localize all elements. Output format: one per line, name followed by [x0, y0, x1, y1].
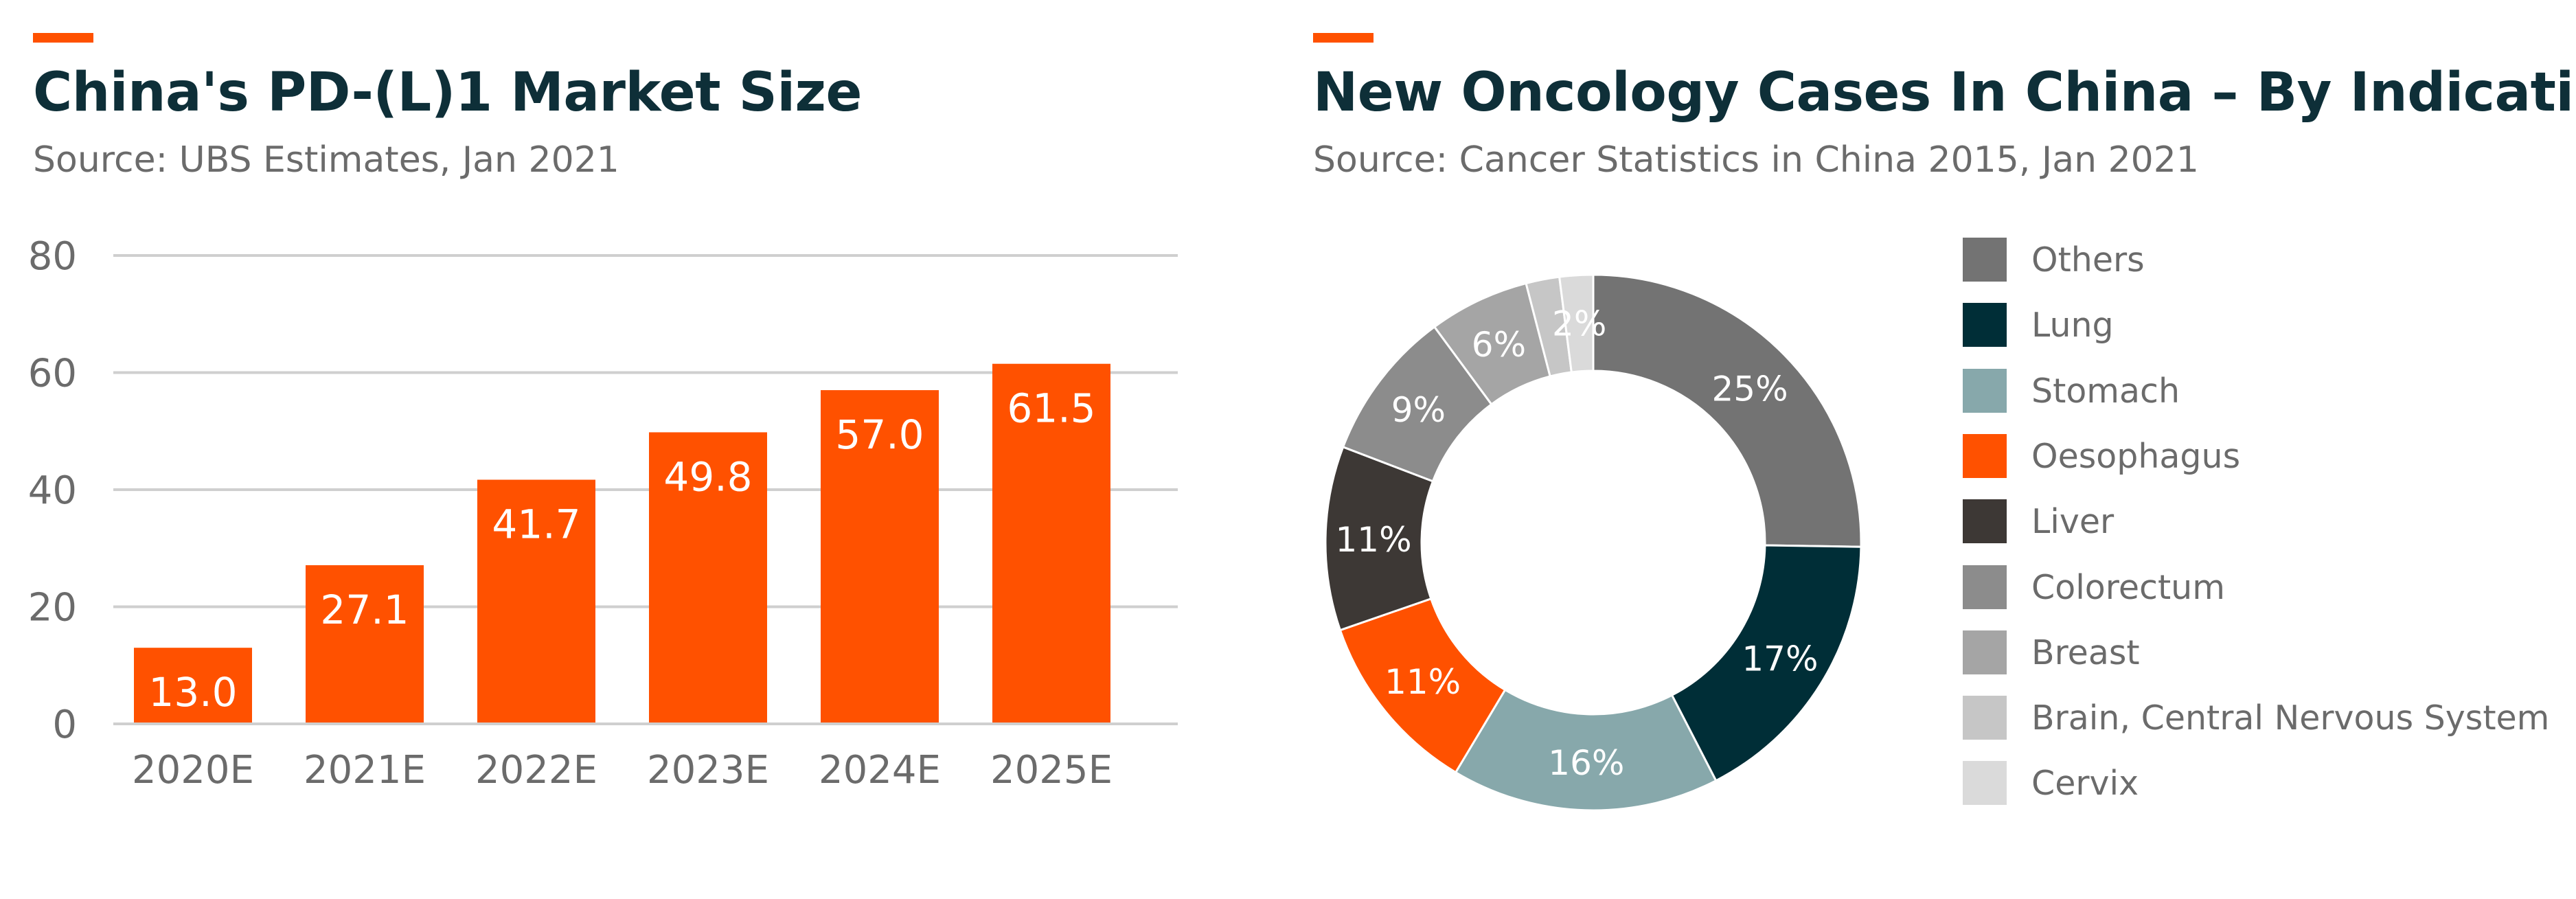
bar-value-label: 27.1 — [320, 587, 409, 633]
legend-item: Liver — [1963, 499, 2567, 544]
x-tick-label: 2025E — [990, 748, 1113, 793]
legend-item: Breast — [1963, 630, 2567, 674]
y-tick-label: 20 — [28, 586, 77, 630]
legend-swatch — [1963, 761, 2007, 806]
x-tick-label: 2022E — [475, 748, 597, 793]
bar-chart: 0 20 40 60 80 13.0 2020E 27.1 2021E 41.7 2022E 49.8… — [28, 234, 1178, 793]
legend-label: Oesophagus — [2031, 436, 2241, 476]
legend-label: Stomach — [2031, 371, 2180, 411]
bar — [477, 479, 595, 724]
donut-slice — [1558, 273, 1595, 374]
bar — [992, 363, 1110, 724]
legend-swatch — [1963, 303, 2007, 348]
bar — [649, 432, 767, 724]
slice-percent-label: 11% — [1335, 520, 1411, 560]
legend-swatch — [1963, 630, 2007, 674]
slice-percent-label: 17% — [1742, 639, 1818, 679]
legend-swatch — [1963, 565, 2007, 609]
bar-value-label: 57.0 — [835, 411, 924, 458]
legend-label: Lung — [2031, 306, 2114, 345]
slice-percent-label: 16% — [1548, 743, 1624, 783]
accent-bar — [33, 33, 93, 43]
y-tick-label: 60 — [28, 352, 77, 396]
donut-slice — [1592, 273, 1862, 548]
legend-item: Others — [1963, 238, 2567, 282]
bar-chart-source: Source: UBS Estimates, Jan 2021 — [33, 139, 619, 181]
y-tick-label: 40 — [28, 468, 77, 513]
bar-value-label: 49.8 — [663, 453, 752, 500]
legend-swatch — [1963, 499, 2007, 544]
legend-item: Brain, Central Nervous System — [1963, 696, 2567, 740]
y-tick-label: 80 — [28, 234, 77, 279]
legend-label: Breast — [2031, 633, 2140, 672]
bar-value-label: 41.7 — [492, 501, 580, 548]
donut-slice — [1454, 688, 1718, 812]
donut-chart-title: New Oncology Cases In China – By Indicat… — [1313, 62, 2576, 124]
donut-chart-source: Source: Cancer Statistics in China 2015,… — [1313, 139, 2199, 181]
legend-label: Liver — [2031, 502, 2115, 542]
legend-swatch — [1963, 433, 2007, 478]
legend-item: Colorectum — [1963, 565, 2567, 609]
y-tick-label: 0 — [52, 703, 77, 747]
market-size-panel: China's PD-(L)1 Market Size Source: UBS … — [0, 0, 1209, 899]
legend-label: Others — [2031, 240, 2145, 280]
bar-value-label: 61.5 — [1007, 385, 1095, 432]
x-tick-label: 2024E — [819, 748, 941, 793]
slice-percent-label: 11% — [1384, 662, 1461, 702]
bar — [134, 648, 252, 724]
oncology-cases-panel: New Oncology Cases In China – By Indicat… — [1291, 0, 2576, 899]
accent-bar — [1313, 33, 1374, 43]
legend-item: Stomach — [1963, 368, 2567, 413]
slice-percent-label: 25% — [1711, 369, 1788, 409]
slice-percent-label: 2% — [1552, 304, 1606, 344]
slice-percent-label: 9% — [1391, 390, 1446, 430]
legend-item: Oesophagus — [1963, 433, 2567, 478]
legend-item: Lung — [1963, 303, 2567, 348]
legend-swatch — [1963, 696, 2007, 740]
donut-chart: 25% 17% 16% 11% 11% 9% 6% 2% — [1324, 273, 1862, 812]
legend-swatch — [1963, 238, 2007, 282]
bar — [821, 390, 939, 724]
x-tick-label: 2023E — [647, 748, 769, 793]
slice-percent-label: 6% — [1472, 325, 1526, 365]
legend-label: Cervix — [2031, 764, 2139, 804]
bar — [306, 565, 424, 724]
bar-value-label: 13.0 — [148, 669, 237, 716]
legend-label: Colorectum — [2031, 567, 2225, 607]
legend-item: Cervix — [1963, 761, 2567, 806]
donut-slice — [1670, 544, 1862, 782]
legend-swatch — [1963, 368, 2007, 413]
bar-chart-title: China's PD-(L)1 Market Size — [33, 62, 862, 124]
x-tick-label: 2020E — [132, 748, 254, 793]
x-tick-label: 2021E — [304, 748, 426, 793]
legend-label: Brain, Central Nervous System — [2031, 698, 2550, 738]
